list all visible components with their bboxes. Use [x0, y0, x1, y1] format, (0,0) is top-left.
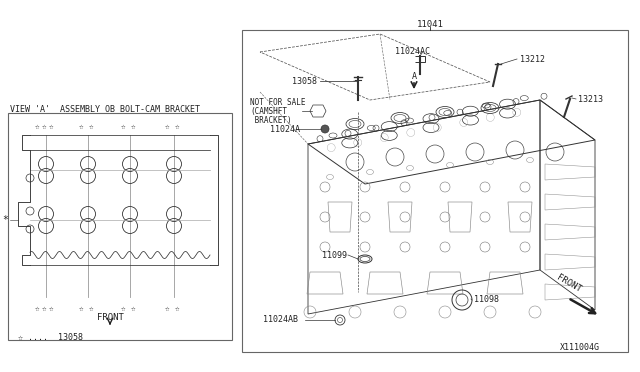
Text: 13212: 13212	[520, 55, 545, 64]
Text: ☆: ☆	[175, 122, 179, 131]
Text: FRONT: FRONT	[555, 273, 583, 295]
Text: ☆ ....  13058: ☆ .... 13058	[18, 333, 83, 341]
Text: ☆: ☆	[121, 304, 125, 312]
Text: ☆: ☆	[89, 304, 93, 312]
Text: NOT FOR SALE: NOT FOR SALE	[250, 97, 305, 106]
Text: ☆: ☆	[131, 304, 135, 312]
Text: ☆: ☆	[49, 122, 53, 131]
Text: 11098: 11098	[474, 295, 499, 304]
Text: ☆: ☆	[121, 122, 125, 131]
Text: FRONT: FRONT	[97, 312, 124, 321]
Text: A: A	[412, 71, 417, 80]
Text: 13058: 13058	[292, 77, 317, 86]
Text: VIEW 'A'  ASSEMBLY OB BOLT-CAM BRACKET: VIEW 'A' ASSEMBLY OB BOLT-CAM BRACKET	[10, 105, 200, 113]
Text: ☆: ☆	[35, 122, 39, 131]
Text: ☆: ☆	[35, 304, 39, 312]
Text: ☆: ☆	[164, 122, 170, 131]
Text: 11041: 11041	[417, 19, 444, 29]
Text: ☆: ☆	[79, 304, 83, 312]
Circle shape	[321, 125, 329, 133]
Text: 11024AB: 11024AB	[263, 315, 298, 324]
Text: ☆: ☆	[164, 304, 170, 312]
Text: BRACKET): BRACKET)	[250, 115, 292, 125]
Text: ☆: ☆	[131, 122, 135, 131]
Text: X111004G: X111004G	[560, 343, 600, 352]
Text: 11024A: 11024A	[270, 125, 300, 134]
Text: *: *	[2, 215, 8, 225]
Text: ☆: ☆	[49, 304, 53, 312]
Text: ☆: ☆	[89, 122, 93, 131]
Text: ☆: ☆	[42, 122, 46, 131]
Text: ☆: ☆	[175, 304, 179, 312]
Text: (CAMSHFT: (CAMSHFT	[250, 106, 287, 115]
Text: 11024AC: 11024AC	[395, 46, 430, 55]
Text: ☆: ☆	[42, 304, 46, 312]
Text: 11099: 11099	[322, 250, 347, 260]
Text: 13213: 13213	[578, 94, 603, 103]
Text: ☆: ☆	[79, 122, 83, 131]
